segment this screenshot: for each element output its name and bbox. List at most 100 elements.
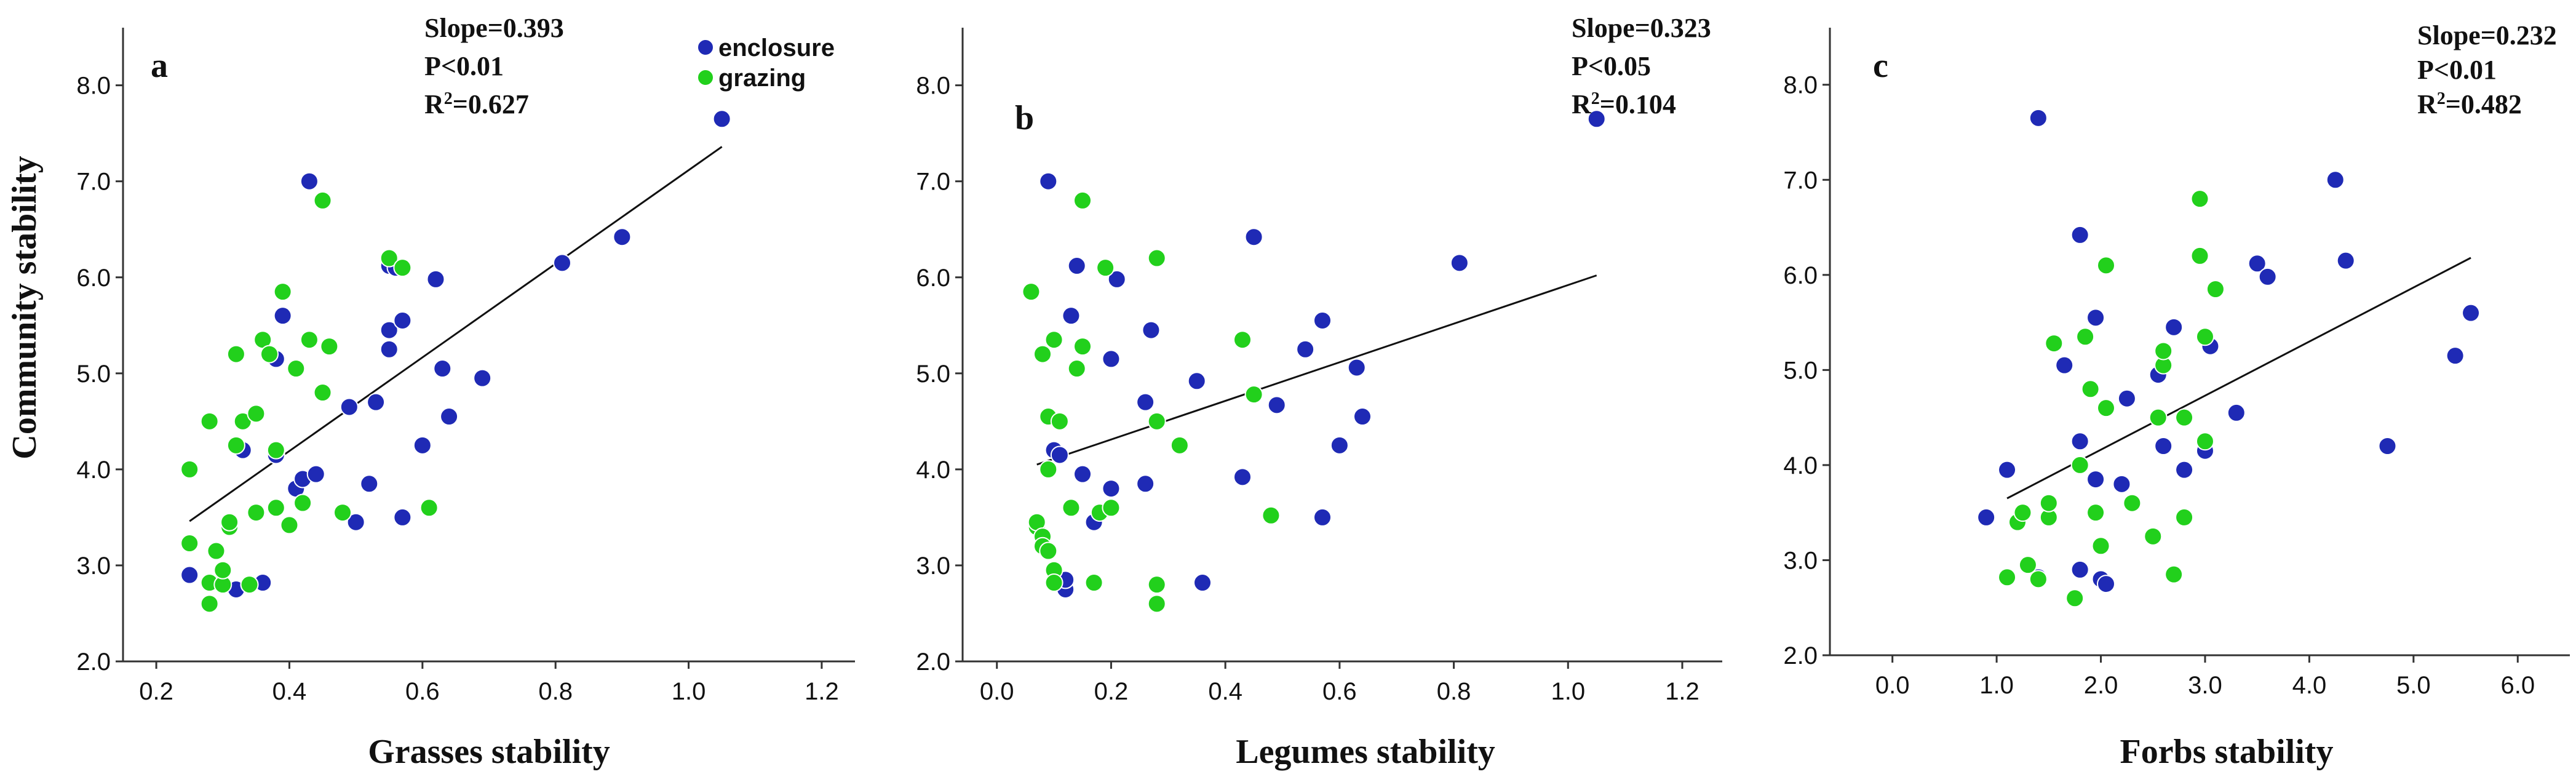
point-grazing xyxy=(2013,503,2032,522)
point-grazing xyxy=(180,534,199,553)
y-tick-label: 6.0 xyxy=(1783,262,1818,289)
y-ticks: 2.0 3.0 4.0 5.0 6.0 7.0 8.0 xyxy=(76,73,123,676)
points xyxy=(1977,108,2481,608)
point-grazing xyxy=(226,436,245,455)
x-tick-label: 3.0 xyxy=(2188,672,2222,699)
panel-label: b xyxy=(1015,99,1034,137)
point-grazing xyxy=(240,575,259,594)
x-tick-label: 1.0 xyxy=(1551,678,1585,705)
r-squared-text: R2=0.104 xyxy=(1572,89,1676,120)
point-enclosure xyxy=(2175,460,2194,479)
y-tick-label: 7.0 xyxy=(1783,167,1818,194)
x-tick-label: 0.8 xyxy=(1437,678,1471,705)
point-enclosure xyxy=(2070,560,2089,579)
p-value-text: P<0.05 xyxy=(1572,51,1651,81)
point-enclosure xyxy=(1267,396,1286,415)
point-grazing xyxy=(2154,341,2173,361)
point-enclosure xyxy=(1353,407,1372,426)
point-grazing xyxy=(1244,385,1263,404)
point-enclosure xyxy=(1102,349,1121,369)
point-grazing xyxy=(2123,493,2142,513)
point-enclosure xyxy=(2029,108,2048,127)
x-tick-label: 0.6 xyxy=(405,678,440,705)
point-enclosure xyxy=(346,513,365,532)
panel-label: c xyxy=(1873,47,1888,85)
point-enclosure xyxy=(1073,465,1092,484)
point-grazing xyxy=(1147,594,1166,613)
point-enclosure xyxy=(473,369,492,388)
point-grazing xyxy=(280,516,299,535)
point-grazing xyxy=(1044,330,1063,349)
point-grazing xyxy=(1073,337,1092,356)
point-grazing xyxy=(2175,408,2194,427)
point-grazing xyxy=(300,330,319,349)
point-grazing xyxy=(2076,327,2095,346)
point-grazing xyxy=(2029,570,2048,589)
slope-text: Slope=0.323 xyxy=(1572,13,1711,43)
point-grazing xyxy=(1039,541,1058,561)
legend-label-enclosure: enclosure xyxy=(718,34,835,62)
point-enclosure xyxy=(712,110,731,129)
point-grazing xyxy=(2097,399,2116,418)
point-grazing xyxy=(313,191,332,210)
y-tick-label: 3.0 xyxy=(76,553,111,580)
point-enclosure xyxy=(1233,468,1252,487)
point-grazing xyxy=(260,345,279,364)
y-tick-label: 4.0 xyxy=(76,457,111,484)
point-enclosure xyxy=(340,397,359,417)
point-enclosure xyxy=(180,565,199,584)
y-tick-label: 5.0 xyxy=(916,361,950,388)
x-tick-label: 1.0 xyxy=(672,678,706,705)
point-enclosure xyxy=(2248,254,2267,273)
point-grazing xyxy=(1147,249,1166,268)
y-tick-label: 2.0 xyxy=(916,648,950,676)
point-enclosure xyxy=(1136,474,1155,493)
point-grazing xyxy=(247,503,266,522)
y-tick-label: 6.0 xyxy=(916,265,950,292)
point-enclosure xyxy=(2165,317,2184,337)
r-squared-text: R2=0.627 xyxy=(424,89,529,120)
point-grazing xyxy=(220,513,239,532)
point-grazing xyxy=(2165,565,2184,584)
point-enclosure xyxy=(2154,437,2173,455)
point-grazing xyxy=(380,249,399,268)
y-tick-label: 8.0 xyxy=(1783,72,1818,99)
point-enclosure xyxy=(300,172,319,191)
point-grazing xyxy=(2039,493,2058,513)
y-tick-label: 2.0 xyxy=(1783,642,1818,669)
point-grazing xyxy=(226,345,245,364)
x-axis-title: Legumes stability xyxy=(1236,733,1495,771)
y-ticks: 2.0 3.0 4.0 5.0 6.0 7.0 8.0 xyxy=(1783,72,1830,669)
point-grazing xyxy=(1170,436,1189,455)
slope-text: Slope=0.393 xyxy=(424,13,564,43)
point-grazing xyxy=(313,383,332,402)
point-grazing xyxy=(1147,575,1166,594)
point-grazing xyxy=(1147,412,1166,431)
point-enclosure xyxy=(1136,393,1155,412)
point-grazing xyxy=(2206,280,2225,298)
point-grazing xyxy=(320,337,339,356)
point-enclosure xyxy=(433,359,452,378)
point-enclosure xyxy=(1587,110,1606,129)
point-enclosure xyxy=(2227,403,2246,422)
point-enclosure xyxy=(553,253,571,273)
y-tick-label: 6.0 xyxy=(76,265,111,292)
point-enclosure xyxy=(440,407,459,426)
point-enclosure xyxy=(2086,308,2105,327)
point-enclosure xyxy=(2258,267,2277,286)
x-tick-label: 0.2 xyxy=(1094,678,1129,705)
point-grazing xyxy=(1050,412,1069,431)
point-grazing xyxy=(2190,190,2209,209)
point-enclosure xyxy=(1450,253,1469,273)
point-grazing xyxy=(2190,246,2209,265)
x-tick-label: 1.0 xyxy=(1979,672,2014,699)
point-enclosure xyxy=(1347,358,1366,377)
p-value-text: P<0.01 xyxy=(2417,55,2497,85)
point-grazing xyxy=(1067,359,1086,378)
point-enclosure xyxy=(2326,170,2345,190)
point-enclosure xyxy=(1062,306,1081,325)
y-tick-label: 3.0 xyxy=(916,553,950,580)
point-enclosure xyxy=(380,340,399,359)
point-enclosure xyxy=(1330,436,1349,455)
x-axis-title: Grasses stability xyxy=(368,733,610,771)
